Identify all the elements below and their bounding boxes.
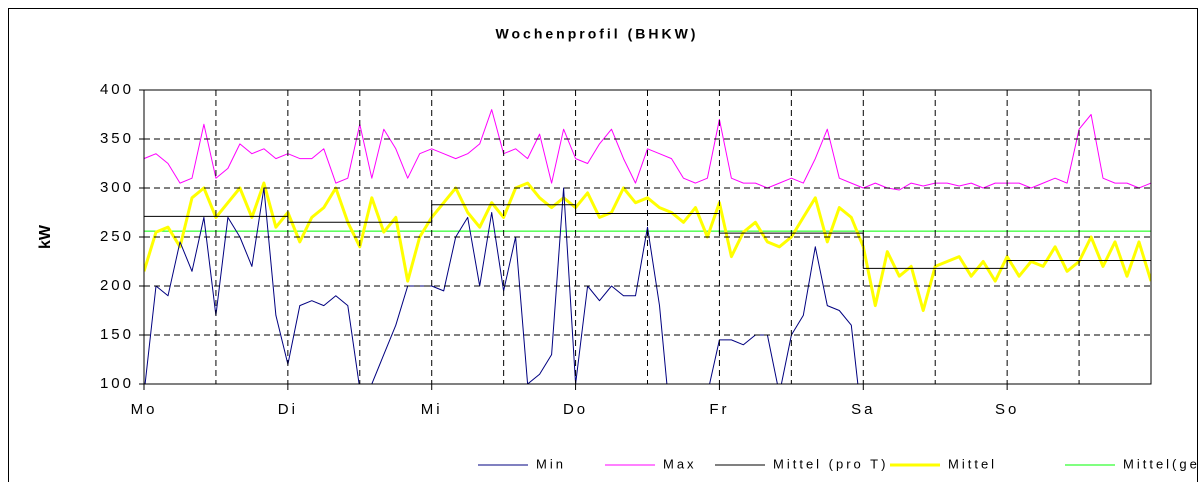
chart-title: Wochenprofil (BHKW) (496, 26, 699, 42)
x-tick-label: Mi (421, 401, 443, 418)
plot-border (143, 89, 1152, 385)
y-tick-label: 350 (100, 130, 134, 147)
series-line (144, 187, 859, 384)
y-tick-label: 200 (100, 277, 134, 294)
x-tick-label: Do (563, 401, 588, 418)
x-tick-label: So (995, 401, 1019, 418)
chart-border (8, 8, 1198, 482)
series-line (144, 181, 1151, 312)
y-tick-label: 150 (100, 326, 134, 343)
y-tick-label: 300 (100, 179, 134, 196)
x-tick-label: Di (278, 401, 298, 418)
legend-label: Mittel (948, 456, 997, 471)
y-tick-label: 100 (100, 375, 134, 392)
series-line (144, 109, 1151, 191)
legend-label: Mittel(ges.) (1123, 456, 1199, 471)
y-tick-label: 400 (100, 81, 134, 98)
legend-label: Max (663, 456, 697, 471)
legend-label: Min (536, 456, 566, 471)
legend-label: Mittel (pro T) (773, 456, 888, 471)
x-tick-label: Sa (851, 401, 875, 418)
y-tick-label: 250 (100, 228, 134, 245)
y-axis-label: kW (37, 224, 54, 249)
x-tick-label: Fr (709, 401, 729, 418)
x-tick-label: Mo (131, 401, 158, 418)
